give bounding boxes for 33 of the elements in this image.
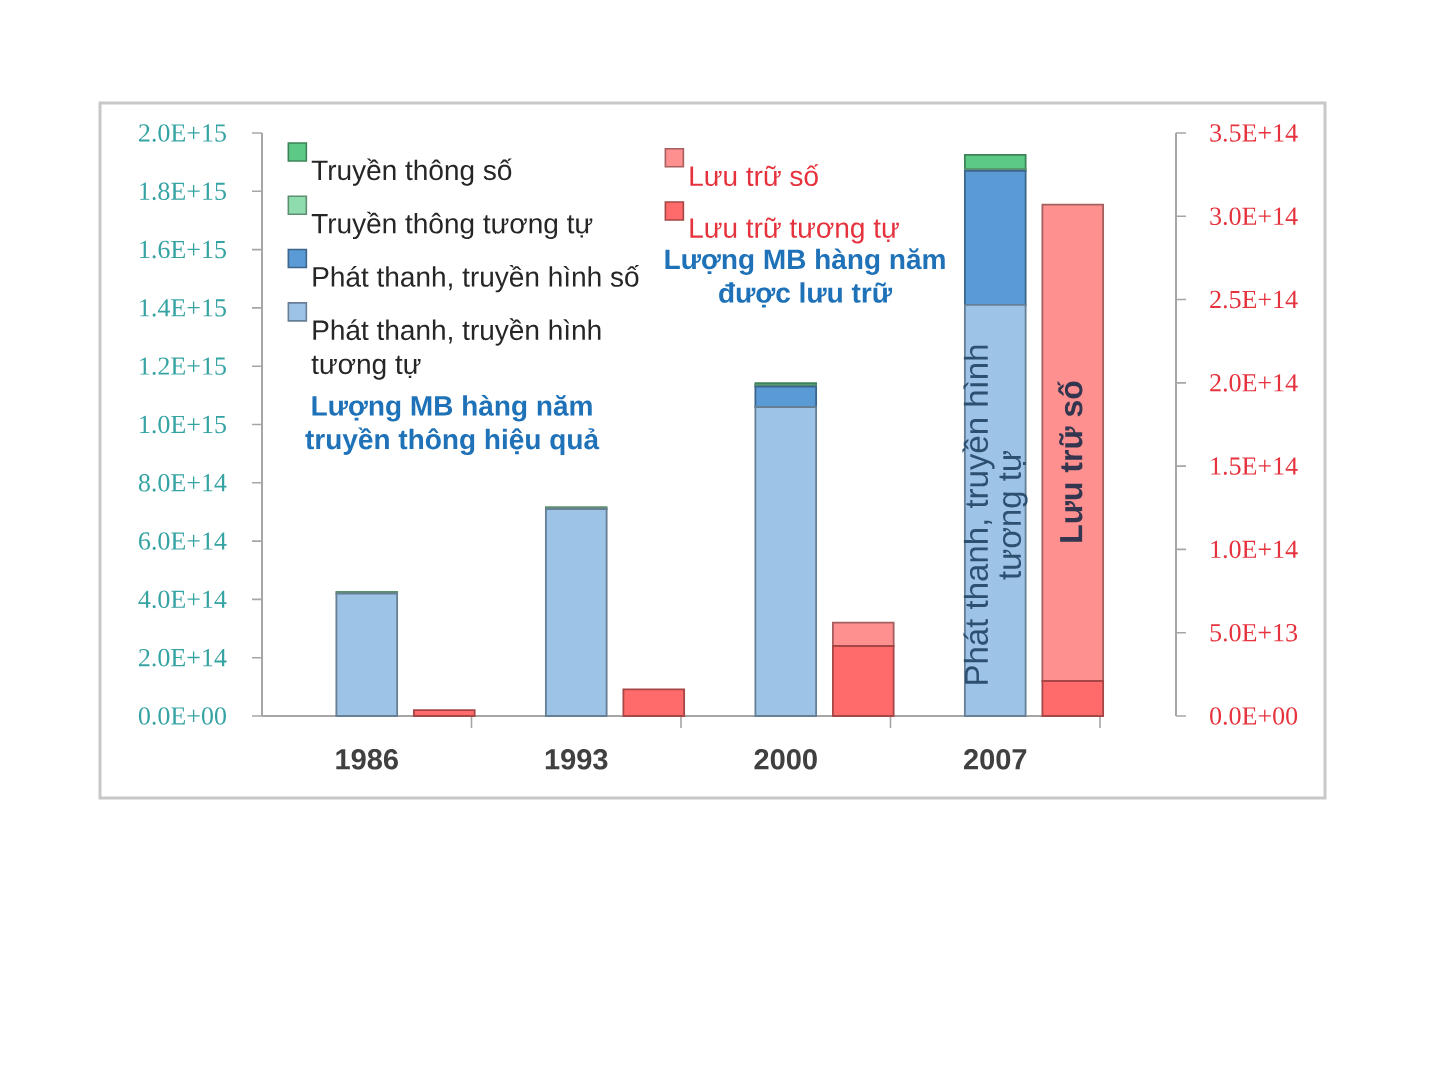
y-tick-label: 8.0E+14 xyxy=(138,473,227,492)
legend-label: Lưu trữ tương tự xyxy=(690,217,899,244)
legend-label: Truyền thông tương tự xyxy=(311,211,593,240)
y2-tick-label: 0.0E+00 xyxy=(1210,707,1298,725)
y2-tick-label: 2.0E+14 xyxy=(1210,374,1298,392)
annotation: Phát thanh, truyền hình tương tự xyxy=(962,345,1028,684)
y2-tick-label: 1.0E+14 xyxy=(1211,540,1298,559)
annotation: Lượng MB hàng năm được lưu trữ xyxy=(665,248,945,308)
y2-tick-label: 5.0E+13 xyxy=(1210,623,1298,642)
legend-label: Truyền thông số xyxy=(311,158,512,186)
y-tick-label: 1.2E+15 xyxy=(140,357,226,375)
y2-tick-label: 3.0E+14 xyxy=(1210,207,1298,226)
y-tick-label: 6.0E+14 xyxy=(139,532,227,550)
annotation: Lưu trữ số xyxy=(1057,381,1083,542)
x-tick-label: 2007 xyxy=(963,749,1027,770)
annotation: Lượng MB hàng năm truyền thông hiệu quả xyxy=(305,394,600,456)
legend-label: Lưu trữ số xyxy=(690,164,819,187)
y2-tick-label: 3.5E+14 xyxy=(1210,124,1298,142)
y-tick-label: 1.6E+15 xyxy=(140,240,226,259)
y-tick-label: 1.8E+15 xyxy=(140,182,226,201)
y-tick-label: 1.0E+15 xyxy=(140,415,226,434)
x-tick-label: 2000 xyxy=(754,749,817,770)
x-tick-label: 1993 xyxy=(545,749,608,770)
y-tick-label: 0.0E+00 xyxy=(138,707,226,725)
legend-label: Phát thanh, truyền hình số xyxy=(313,265,640,293)
y-tick-label: 2.0E+15 xyxy=(139,124,226,142)
y2-tick-label: 1.5E+14 xyxy=(1211,457,1298,475)
legend-label: Phát thanh, truyền hình tương tự xyxy=(311,318,601,380)
y2-tick-label: 2.5E+14 xyxy=(1210,290,1298,309)
y-tick-label: 2.0E+14 xyxy=(139,648,227,667)
y-tick-label: 1.4E+15 xyxy=(140,299,226,317)
x-tick-label: 1986 xyxy=(336,749,398,770)
y-tick-label: 4.0E+14 xyxy=(138,590,227,609)
